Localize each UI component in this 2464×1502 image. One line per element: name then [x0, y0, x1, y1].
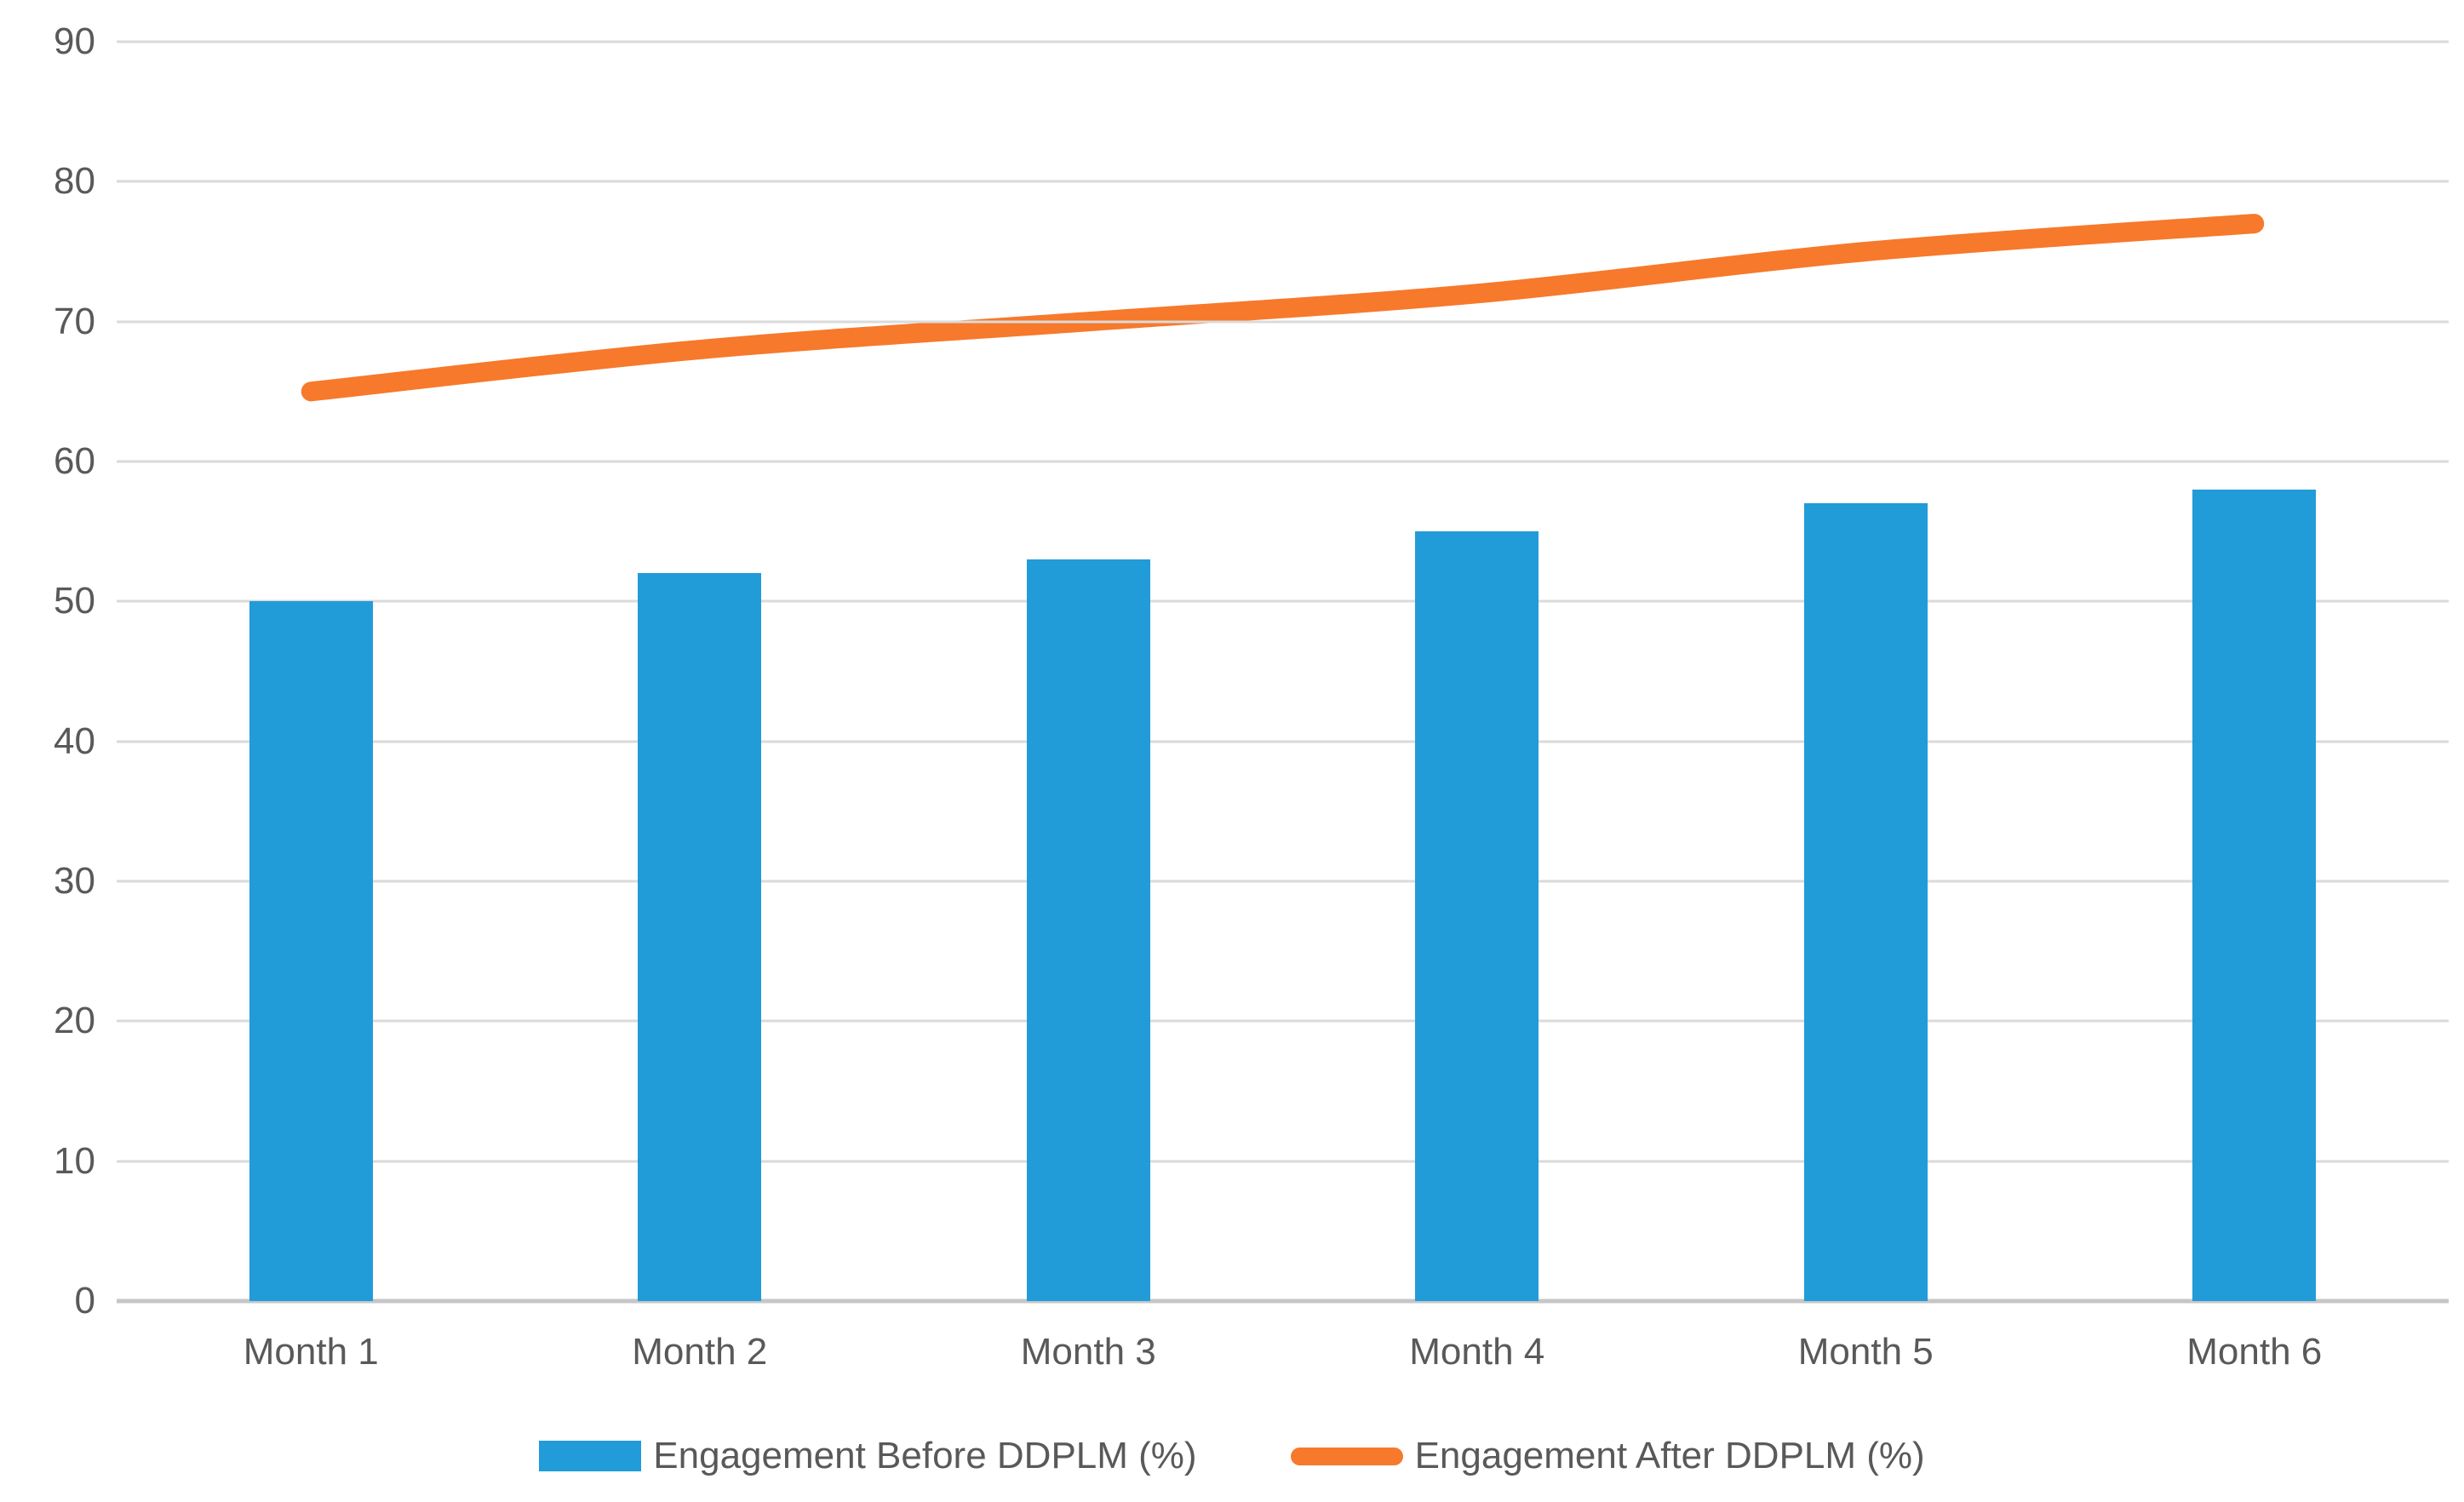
y-tick-label-10: 10: [54, 1139, 95, 1182]
engagement-after-line-path: [301, 214, 2265, 402]
y-tick-label-80: 80: [54, 160, 95, 203]
bar-month-3: [1026, 559, 1150, 1301]
y-tick-label-0: 0: [74, 1280, 95, 1321]
legend: Engagement Before DDPLM (%) Engagement A…: [0, 1437, 2464, 1475]
x-tick-label-month-6: Month 6: [2186, 1331, 2323, 1373]
bar-month-2: [638, 573, 762, 1301]
y-tick-label-40: 40: [54, 719, 95, 762]
legend-item-before: Engagement Before DDPLM (%): [539, 1435, 1197, 1476]
bar-month-6: [2192, 489, 2317, 1301]
gridline-y-50: [117, 599, 2449, 603]
gridline-y-20: [117, 1019, 2449, 1023]
gridline-y-70: [117, 320, 2449, 324]
x-tick-label-month-3: Month 3: [1020, 1331, 1156, 1373]
legend-label-after: Engagement After DDPLM (%): [1414, 1435, 1925, 1476]
x-tick-label-month-2: Month 2: [632, 1331, 768, 1373]
gridline-y-10: [117, 1160, 2449, 1163]
x-tick-label-month-4: Month 4: [1409, 1331, 1545, 1373]
y-tick-label-90: 90: [54, 20, 95, 62]
bar-month-5: [1803, 503, 1928, 1301]
plot-area: [117, 40, 2449, 1304]
y-tick-label-60: 60: [54, 440, 95, 482]
legend-item-after: Engagement After DDPLM (%): [1290, 1435, 1925, 1476]
y-tick-label-30: 30: [54, 860, 95, 902]
y-tick-label-20: 20: [54, 1000, 95, 1042]
gridline-y-80: [117, 180, 2449, 183]
y-tick-label-70: 70: [54, 300, 95, 342]
gridline-y-60: [117, 460, 2449, 463]
bar-swatch-icon: [539, 1441, 642, 1471]
bar-month-1: [249, 601, 373, 1301]
y-tick-label-50: 50: [54, 580, 95, 622]
x-axis-line: [117, 1298, 2449, 1304]
legend-label-before: Engagement Before DDPLM (%): [653, 1435, 1197, 1476]
bar-month-4: [1415, 531, 1539, 1301]
x-tick-label-month-5: Month 5: [1797, 1331, 1934, 1373]
gridline-y-90: [117, 40, 2449, 43]
line-series-engagement-after: [301, 214, 2265, 402]
x-tick-label-month-1: Month 1: [243, 1331, 379, 1373]
line-swatch-icon: [1290, 1447, 1403, 1465]
gridline-y-40: [117, 740, 2449, 743]
gridline-y-30: [117, 880, 2449, 883]
